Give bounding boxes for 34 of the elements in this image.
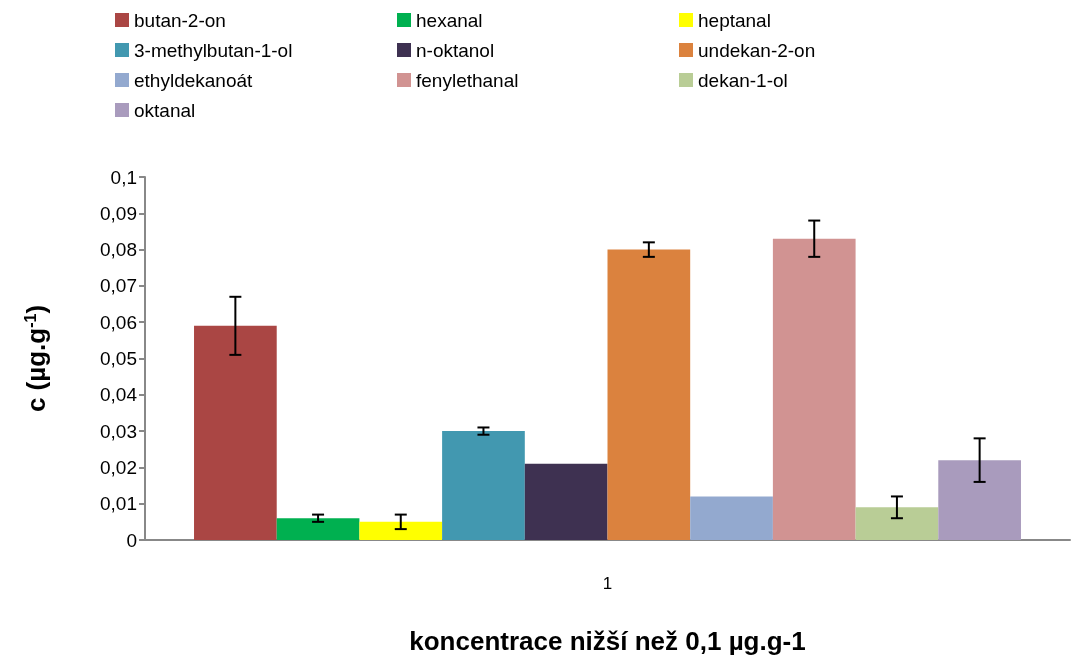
bar: [855, 507, 939, 540]
y-tick-label: 0,04: [100, 384, 138, 406]
bar: [690, 496, 773, 540]
legend-label: 3-methylbutan-1-ol: [134, 39, 293, 61]
x-tick-label: 1: [602, 574, 613, 593]
legend-label: heptanal: [698, 9, 771, 31]
y-tick-label: 0,08: [100, 239, 137, 261]
bar: [442, 431, 525, 540]
y-tick-label: 0,06: [100, 311, 137, 333]
bar: [938, 460, 1021, 540]
legend-label: undekan-2-on: [698, 39, 816, 61]
bar: [607, 249, 691, 540]
y-tick-label: 0,02: [100, 456, 137, 478]
legend-label: hexanal: [416, 9, 483, 31]
legend-label: ethyldekanoát: [134, 69, 254, 91]
legend-label: fenylethanal: [416, 69, 519, 91]
y-tick-label: 0,03: [100, 420, 137, 442]
bar: [194, 325, 277, 540]
bar: [524, 463, 608, 540]
legend-label: butan-2-on: [134, 9, 226, 31]
y-tick-label: 0: [126, 529, 137, 551]
bar: [772, 238, 856, 540]
x-axis-title: koncentrace nižší než 0,1 µg.g-1: [409, 626, 806, 656]
bar: [359, 521, 443, 540]
legend-label: oktanal: [134, 99, 196, 121]
y-tick-label: 0,09: [100, 202, 137, 224]
y-tick-label: 0,07: [100, 275, 137, 297]
legend-label: dekan-1-ol: [698, 69, 788, 91]
y-tick-label: 0,05: [100, 348, 137, 369]
y-tick-label: 0,1: [110, 166, 137, 188]
bar: [276, 518, 360, 540]
y-axis-title: c (µg.g-1): [21, 304, 51, 413]
y-tick-label: 0,01: [100, 493, 137, 515]
legend-label: n-oktanol: [416, 39, 495, 61]
